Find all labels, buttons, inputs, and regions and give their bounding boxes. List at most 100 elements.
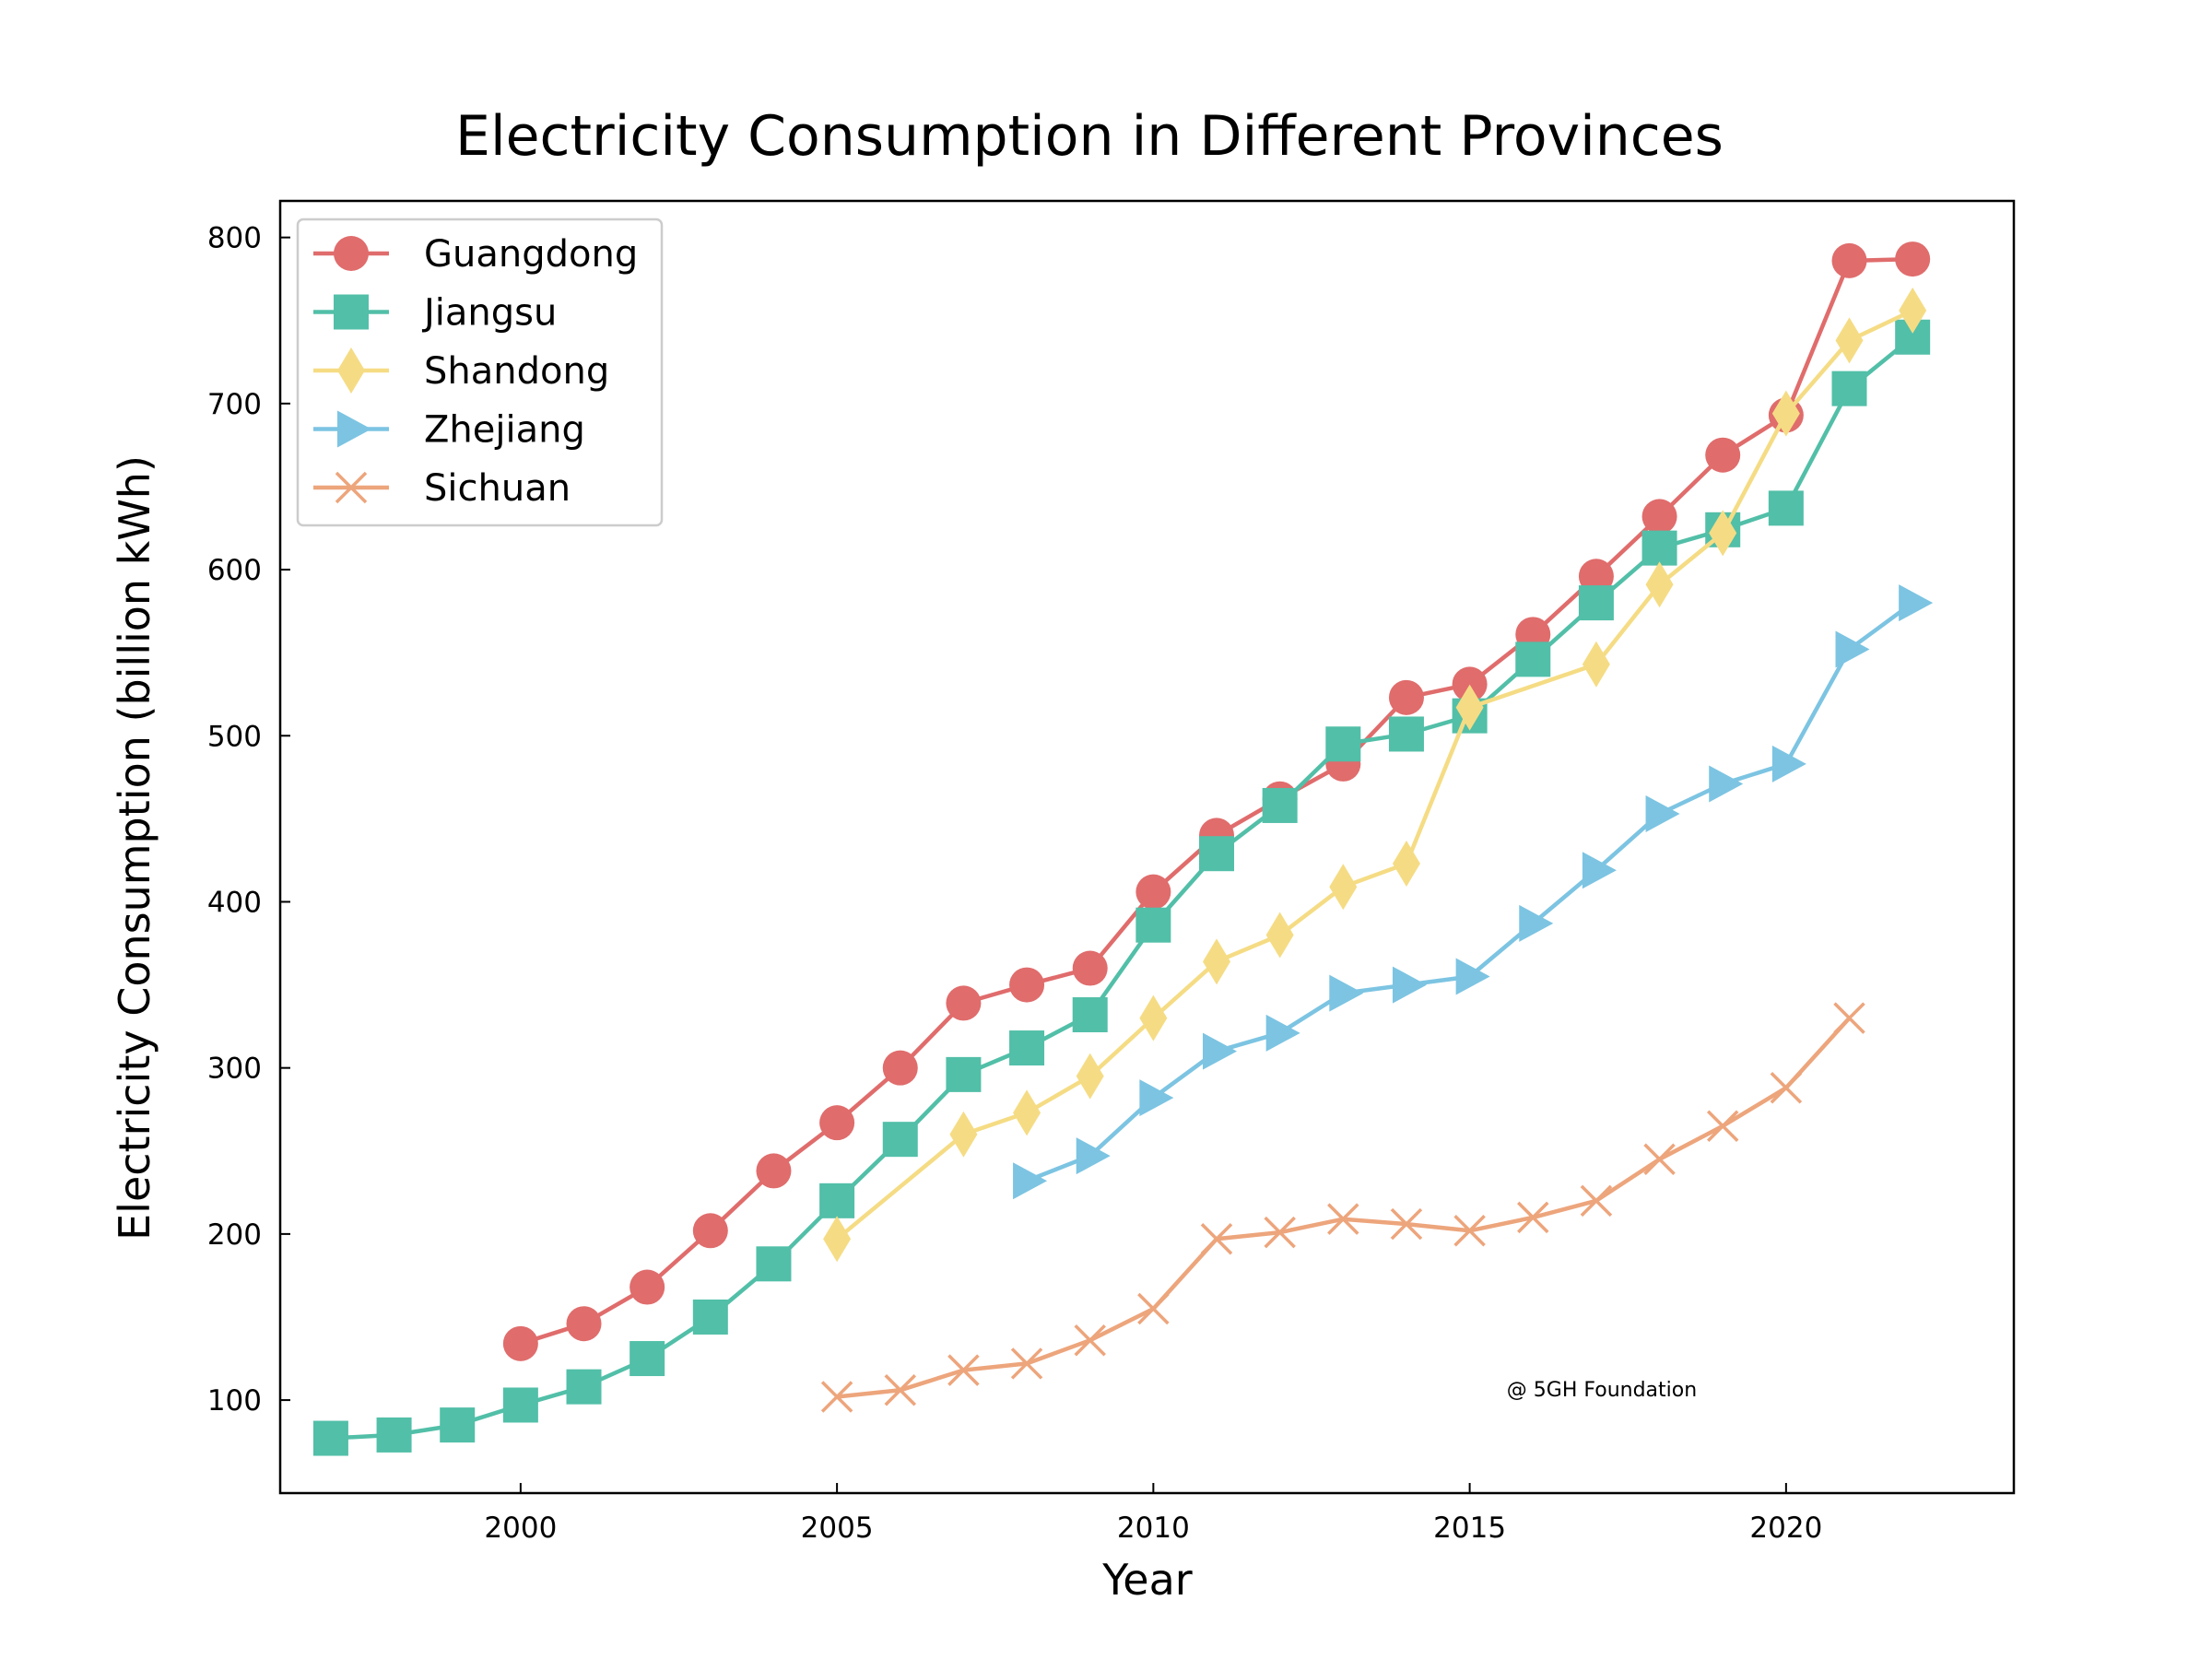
data-point-jiangsu [566, 1369, 602, 1405]
chart-title: Electricity Consumption in Different Pro… [455, 104, 1724, 169]
plot-frame [278, 199, 2016, 1495]
data-point-jiangsu [1262, 787, 1298, 823]
legend-label-guangdong: Guangdong [424, 233, 638, 276]
data-point-sichuan [1580, 1184, 1613, 1218]
data-point-guangdong [1009, 967, 1045, 1003]
y-axis-label: Electricity Consumption (billion kWh) [110, 455, 159, 1241]
legend: Guangdong Jiangsu Shandong Zhejiang Sichuan [296, 218, 664, 527]
data-point-jiangsu [1325, 726, 1361, 762]
y-tick-label: 200 [207, 1218, 262, 1252]
data-point-jiangsu [312, 1420, 348, 1456]
data-point-shandong [823, 1216, 852, 1263]
data-point-sichuan [1706, 1110, 1739, 1142]
data-point-zhejiang [1203, 1032, 1238, 1070]
legend-entry-guangdong: Guangdong [313, 233, 638, 276]
data-point-guangdong [1705, 437, 1741, 473]
data-point-shandong [1329, 864, 1358, 911]
data-point-zhejiang [1645, 794, 1680, 832]
data-point-jiangsu [376, 1417, 412, 1453]
legend-marker-sichuan [335, 471, 368, 504]
data-point-sichuan [1453, 1215, 1486, 1247]
y-tick-label: 500 [207, 720, 262, 753]
x-axis-label: Year [1101, 1555, 1192, 1605]
x-tick-label: 2005 [801, 1512, 874, 1545]
data-point-shandong [1771, 390, 1800, 437]
data-point-sichuan [1770, 1072, 1803, 1104]
data-point-shandong [1709, 510, 1737, 557]
data-point-shandong [1139, 994, 1168, 1041]
legend-label-jiangsu: Jiangsu [421, 292, 557, 335]
data-point-guangdong [1135, 874, 1171, 910]
data-point-shandong [1835, 317, 1864, 364]
legend-marker-zhejiang [337, 410, 371, 448]
data-point-jiangsu [1831, 371, 1867, 406]
data-point-zhejiang [1013, 1162, 1048, 1200]
data-point-jiangsu [756, 1246, 792, 1282]
data-point-jiangsu [1135, 907, 1171, 943]
data-point-zhejiang [1519, 904, 1554, 942]
data-point-guangdong [502, 1325, 538, 1361]
legend-marker-shandong [337, 347, 365, 394]
y-tick-label: 400 [207, 886, 262, 919]
data-point-jiangsu [1641, 530, 1677, 566]
series-line-shandong [835, 308, 1914, 1241]
data-point-guangdong [1831, 242, 1867, 278]
data-point-sichuan [1833, 1002, 1865, 1034]
series-guangdong [502, 241, 1931, 1361]
data-point-zhejiang [1899, 584, 1934, 622]
ticks-layer: 2000 2005 2010 2015 2020 100 200 300 400 500 600 70… [207, 222, 1822, 1545]
data-point-guangdong [1072, 950, 1108, 986]
data-point-jiangsu [440, 1407, 476, 1443]
data-point-sichuan [1327, 1203, 1359, 1235]
y-tick-label: 600 [207, 554, 262, 587]
series-line-guangdong [520, 256, 1913, 1346]
legend-entry-jiangsu: Jiangsu [313, 292, 557, 335]
y-tick-label: 700 [207, 388, 262, 421]
data-point-guangdong [819, 1105, 855, 1141]
data-point-guangdong [1895, 241, 1931, 277]
data-point-zhejiang [1076, 1137, 1111, 1175]
data-point-sichuan [1010, 1347, 1043, 1380]
data-point-shandong [1455, 684, 1484, 731]
legend-marker-guangdong [334, 236, 369, 271]
data-point-jiangsu [1578, 585, 1614, 621]
data-point-zhejiang [1329, 974, 1364, 1012]
legend-label-sichuan: Sichuan [424, 467, 571, 510]
data-point-jiangsu [1515, 641, 1551, 677]
data-point-shandong [1203, 938, 1231, 985]
data-point-guangdong [882, 1050, 918, 1086]
legend-marker-jiangsu [334, 294, 369, 330]
data-point-sichuan [1137, 1292, 1170, 1325]
data-point-zhejiang [1455, 958, 1490, 995]
data-point-zhejiang [1265, 1014, 1300, 1052]
data-point-shandong [1265, 912, 1294, 959]
series-layer [312, 241, 1934, 1456]
data-point-guangdong [1452, 666, 1488, 702]
series-zhejiang [1013, 584, 1934, 1200]
data-point-jiangsu [819, 1182, 855, 1218]
data-point-zhejiang [1835, 630, 1870, 668]
legend-entry-zhejiang: Zhejiang [313, 409, 585, 452]
data-point-sichuan [1264, 1216, 1296, 1249]
data-point-sichuan [820, 1381, 853, 1413]
data-point-shandong [1013, 1089, 1041, 1136]
data-point-guangdong [1388, 679, 1424, 715]
data-point-jiangsu [1072, 997, 1108, 1033]
data-point-guangdong [629, 1269, 665, 1305]
data-point-sichuan [1517, 1201, 1549, 1234]
data-point-zhejiang [1392, 966, 1427, 1004]
series-sichuan [820, 1002, 1865, 1413]
data-point-sichuan [1074, 1324, 1106, 1357]
data-point-guangdong [566, 1306, 602, 1342]
data-point-jiangsu [692, 1299, 728, 1335]
data-point-jiangsu [1199, 836, 1235, 872]
x-tick-label: 2015 [1433, 1512, 1506, 1545]
data-point-sichuan [1390, 1207, 1423, 1241]
data-point-guangdong [756, 1153, 792, 1189]
data-point-sichuan [1200, 1223, 1233, 1255]
data-point-zhejiang [1582, 852, 1617, 889]
data-point-zhejiang [1771, 745, 1806, 782]
data-point-sichuan [1643, 1143, 1676, 1176]
legend-entry-shandong: Shandong [313, 347, 609, 394]
data-point-jiangsu [1009, 1030, 1045, 1066]
